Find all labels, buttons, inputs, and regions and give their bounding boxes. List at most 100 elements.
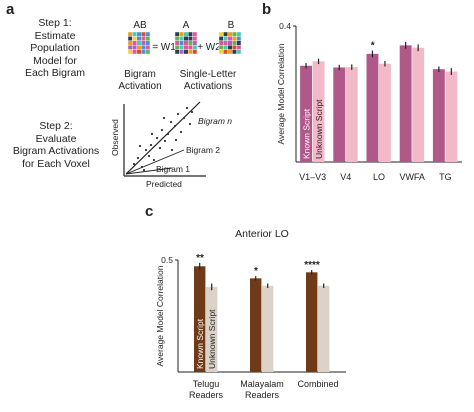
grid-cell <box>187 40 193 46</box>
grid-cell <box>136 40 142 46</box>
grid-cell <box>227 31 233 37</box>
grid-cell <box>231 40 237 46</box>
step1-line-4: Model for <box>33 54 77 67</box>
grid-cell <box>183 36 189 42</box>
step1-line-2: Estimate <box>34 29 76 42</box>
grid-cell <box>136 31 142 37</box>
scatter-dot <box>170 148 174 152</box>
bigram-activation-line-2: Activation <box>118 80 162 92</box>
grid-cell <box>127 36 133 42</box>
panel-label-c: c <box>145 203 154 220</box>
letter-b-grid <box>218 31 242 55</box>
step2-text: Step 2: Evaluate Bigram Activations for … <box>4 120 108 170</box>
grid-cell <box>127 40 133 46</box>
grid-cell <box>136 49 142 55</box>
step2-line-3: Bigram Activations <box>12 145 100 157</box>
letter-a-grid <box>174 31 198 55</box>
grid-cell <box>136 36 142 42</box>
single-letter-line-1: Single-Letter <box>179 69 237 80</box>
grid-cell <box>136 44 142 50</box>
scatter-dot <box>147 154 151 158</box>
grid-cell <box>174 44 180 50</box>
grid-cell <box>183 40 189 46</box>
grid-cell <box>145 40 151 46</box>
single-letter-label: Single-Letter Activations <box>168 69 248 92</box>
grid-cell <box>227 44 233 50</box>
scatter-dot <box>152 158 156 162</box>
grid-cell <box>227 36 233 42</box>
scatter-dot <box>185 106 189 110</box>
scatter-dot <box>136 156 140 160</box>
grid-cell <box>127 31 133 37</box>
grid-cell <box>183 31 189 37</box>
equation-w1: = W1 <box>152 42 176 53</box>
step1-line-3: Population <box>30 42 80 54</box>
scatter-dot <box>173 124 177 128</box>
grid-cell <box>231 44 237 50</box>
grid-cell <box>127 44 133 50</box>
grid-cell <box>179 44 185 50</box>
grid-cell <box>223 40 229 46</box>
grid-cell <box>218 31 224 37</box>
scatter-dot <box>160 128 164 132</box>
grid-cell <box>145 49 151 55</box>
bigram-n-fit-line <box>125 101 201 175</box>
grid-cell <box>227 49 233 55</box>
scatter-dot <box>158 146 162 150</box>
grid-cell <box>192 49 198 55</box>
scatter-dot <box>188 122 192 126</box>
grid-cell <box>187 36 193 42</box>
scatter-dot <box>179 130 183 134</box>
grid-cell <box>174 49 180 55</box>
grid-cell <box>179 31 185 37</box>
scatter-dot <box>182 116 186 120</box>
grid-cell <box>187 49 193 55</box>
equation-w2: + W2 <box>197 42 221 53</box>
scatter-dot <box>132 162 136 166</box>
grid-cell <box>227 40 233 46</box>
scatter-dot <box>162 116 166 120</box>
step1-line-5: Each Bigram <box>24 67 86 79</box>
step1-line-1: Step 1: <box>38 17 72 29</box>
bigram-activation-label: Bigram Activation <box>112 69 168 92</box>
scatter-dot <box>144 148 148 152</box>
scatter-dot <box>149 143 153 147</box>
scatter-dot <box>169 120 173 124</box>
bigram-n-label: Bigram n <box>198 116 232 126</box>
grid-cell <box>192 44 198 50</box>
scatter-dots <box>132 106 194 172</box>
step2-line-2: Evaluate <box>35 132 77 145</box>
grid-cell <box>192 31 198 37</box>
grid-cell <box>231 49 237 55</box>
grid-cell <box>236 36 242 42</box>
scatter-dot <box>176 112 180 116</box>
grid-cell <box>179 36 185 42</box>
panel-label-b: b <box>262 1 272 18</box>
grid-cell <box>223 49 229 55</box>
bigram-2-label: Bigram 2 <box>186 145 220 155</box>
label-a: A <box>182 20 190 31</box>
panel-label-a: a <box>6 1 15 18</box>
grid-cell <box>127 49 133 55</box>
scatter-dot <box>138 144 142 148</box>
grid-cell <box>236 44 242 50</box>
grid-cell <box>183 44 189 50</box>
grid-cell <box>179 40 185 46</box>
grid-cell <box>236 40 242 46</box>
scatter-xlabel: Predicted <box>146 179 182 189</box>
grid-cell <box>179 49 185 55</box>
bigram-activation-line-1: Bigram <box>124 69 156 80</box>
grid-cell <box>218 49 224 55</box>
scatter-dot <box>166 132 170 136</box>
grid-cell <box>223 31 229 37</box>
grid-cell <box>192 40 198 46</box>
grid-cell <box>145 36 151 42</box>
grid-cell <box>140 31 146 37</box>
label-b: B <box>227 20 235 31</box>
grid-cell <box>140 36 146 42</box>
grid-cell <box>145 44 151 50</box>
scatter-dot <box>140 165 144 169</box>
grid-cell <box>140 44 146 50</box>
scatter-dot <box>190 110 194 114</box>
